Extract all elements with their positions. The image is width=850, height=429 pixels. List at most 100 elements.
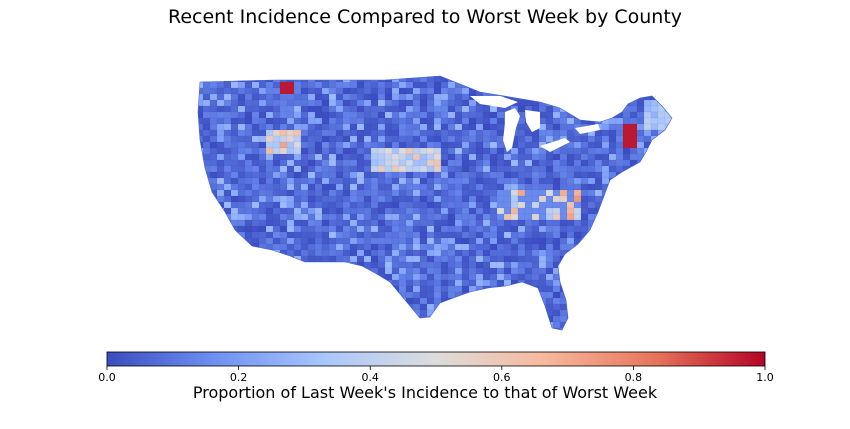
county-cell: [657, 111, 666, 119]
county-cell: [237, 237, 246, 245]
county-cell: [524, 237, 533, 245]
county-cell: [286, 213, 295, 221]
county-cell: [503, 243, 512, 251]
county-cell: [440, 261, 449, 269]
county-cell: [566, 105, 575, 113]
county-cell: [475, 291, 484, 299]
county-cell: [503, 165, 512, 173]
county-cell: [412, 225, 421, 233]
county-cell: [307, 153, 316, 161]
county-cell: [293, 267, 302, 275]
county-cell: [307, 129, 316, 137]
county-cell: [391, 189, 400, 197]
county-cell: [552, 153, 561, 161]
county-cell: [377, 129, 386, 137]
county-cell: [664, 255, 672, 263]
county-cell: [650, 225, 659, 233]
county-cell: [531, 207, 540, 215]
colorbar-label: Proportion of Last Week's Incidence to t…: [192, 383, 658, 402]
county-cell: [419, 99, 428, 107]
county-cell: [454, 213, 463, 221]
county-cell: [559, 147, 568, 155]
county-cell: [314, 327, 323, 330]
county-cell: [223, 123, 232, 131]
county-cell: [328, 141, 337, 149]
county-cell: [524, 153, 533, 161]
county-cell: [237, 285, 246, 293]
county-cell: [356, 315, 365, 323]
county-cell: [412, 195, 421, 203]
county-cell: [426, 105, 435, 113]
county-cell: [629, 129, 638, 137]
county-cell: [391, 291, 400, 299]
county-cell: [398, 261, 407, 269]
county-cell: [552, 165, 561, 173]
county-cell: [468, 129, 477, 137]
county-cell: [594, 129, 603, 137]
county-cell: [198, 159, 204, 167]
county-cell: [650, 159, 659, 167]
county-cell: [371, 334, 378, 340]
county-cell: [440, 291, 449, 299]
county-cell: [454, 225, 463, 233]
county-cell: [636, 261, 645, 269]
county-cell: [602, 334, 609, 340]
county-cell: [469, 334, 476, 340]
county-cell: [209, 225, 218, 233]
county-cell: [329, 334, 336, 340]
county-cell: [356, 273, 365, 281]
county-cell: [650, 255, 659, 263]
county-cell: [384, 117, 393, 125]
county-cell: [552, 231, 561, 239]
county-cell: [216, 255, 225, 263]
county-cell: [405, 303, 414, 311]
county-cell: [314, 105, 323, 113]
county-cell: [377, 189, 386, 197]
county-cell: [615, 135, 624, 143]
county-cell: [279, 117, 288, 125]
county-cell: [650, 105, 659, 113]
county-cell: [230, 111, 239, 119]
county-cell: [223, 147, 232, 155]
county-cell: [447, 171, 456, 179]
county-cell: [524, 159, 533, 167]
county-cell: [531, 87, 540, 95]
county-cell: [433, 129, 442, 137]
county-cell: [300, 303, 309, 311]
county-cell: [198, 201, 204, 209]
county-cell: [447, 273, 456, 281]
county-cell: [251, 297, 260, 305]
county-cell: [629, 87, 638, 95]
county-cell: [419, 273, 428, 281]
county-cell: [587, 273, 596, 281]
county-cell: [391, 219, 400, 227]
county-cell: [650, 147, 659, 155]
county-cell: [580, 171, 589, 179]
county-cell: [468, 291, 477, 299]
county-cell: [216, 219, 225, 227]
county-cell: [398, 285, 407, 293]
county-cell: [237, 129, 246, 137]
county-cell: [258, 291, 267, 299]
county-cell: [503, 171, 512, 179]
county-cell: [608, 297, 617, 305]
county-cell: [524, 225, 533, 233]
county-cell: [671, 213, 672, 221]
county-cell: [342, 117, 351, 125]
county-cell: [657, 171, 666, 179]
county-cell: [552, 177, 561, 185]
county-cell: [419, 321, 428, 329]
county-cell: [258, 255, 267, 263]
county-cell: [258, 237, 267, 245]
county-cell: [265, 99, 274, 107]
county-cell: [244, 267, 253, 275]
county-cell: [286, 189, 295, 197]
county-cell: [454, 76, 463, 83]
county-cell: [629, 147, 638, 155]
county-cell: [531, 93, 540, 101]
county-cell: [307, 267, 316, 275]
county-cell: [279, 135, 288, 143]
county-cell: [314, 219, 323, 227]
county-cell: [531, 81, 540, 89]
county-cell: [293, 165, 302, 173]
